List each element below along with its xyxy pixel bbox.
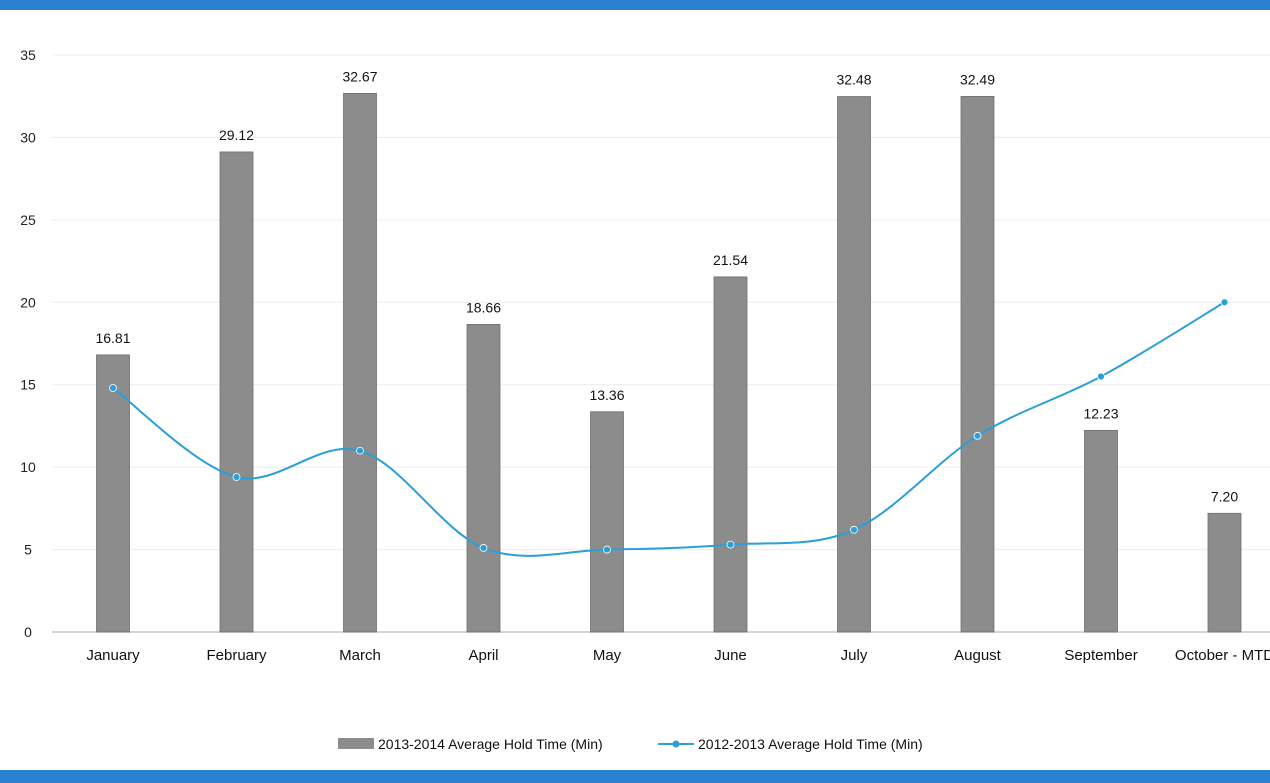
legend-line-marker [672,740,680,748]
bar [960,95,995,633]
bar [219,151,254,633]
y-tick-label: 35 [20,47,36,63]
line-point [479,544,488,552]
bar [1207,512,1242,633]
y-tick-label: 10 [20,459,36,475]
x-tick-label: March [339,647,381,664]
bar [96,354,130,633]
bar [466,323,501,633]
line-point [603,545,611,554]
x-tick-label: October - MTD [1175,647,1270,664]
bar-data-label: 13.36 [589,387,624,403]
x-tick-label: February [206,647,267,664]
bar-data-label: 18.66 [466,299,501,315]
x-tick-label: January [86,647,140,664]
line-point [1097,372,1105,381]
line-point [356,446,364,455]
y-tick-label: 30 [20,129,36,145]
y-tick-label: 25 [20,212,36,228]
y-tick-label: 15 [20,377,36,393]
x-tick-label: May [593,647,622,664]
bar-data-label: 32.48 [836,72,871,88]
bar-data-label: 32.49 [960,71,995,87]
line-point [109,384,117,392]
y-tick-label: 5 [24,542,32,558]
x-tick-label: April [468,647,498,664]
x-tick-label: July [841,647,868,664]
line-point [850,525,858,534]
bar-data-label: 16.81 [95,330,130,346]
bar-data-label: 12.23 [1083,405,1118,421]
bar [837,96,871,633]
bar [343,93,377,633]
y-tick-label: 0 [24,624,32,640]
hold-time-chart: 0 5 10 15 20 25 30 35 16.81 January 29.12 February 3… [20,47,1270,752]
chart-frame: 0 5 10 15 20 25 30 35 16.81 January 29.12 February 3… [0,10,1270,770]
x-tick-label: August [954,647,1002,664]
line-point [1220,298,1229,307]
legend-bar-label: 2013-2014 Average Hold Time (Min) [378,736,603,752]
line-series-2012-2013 [112,301,1226,557]
bar [1084,429,1118,633]
legend-line-label: 2012-2013 Average Hold Time (Min) [698,736,923,752]
bar-data-label: 21.54 [713,252,748,268]
x-tick-label: September [1064,647,1137,664]
legend-bar-swatch [338,738,374,749]
x-tick-label: June [714,647,747,664]
line-point [973,431,982,440]
bar [713,276,748,633]
bar [590,411,624,633]
line-point [232,473,241,481]
bar-data-label: 32.67 [342,68,377,84]
bar-data-label: 29.12 [219,127,254,143]
y-tick-label: 20 [20,294,36,310]
bar-data-label: 7.20 [1211,488,1238,504]
line-point [726,540,735,549]
